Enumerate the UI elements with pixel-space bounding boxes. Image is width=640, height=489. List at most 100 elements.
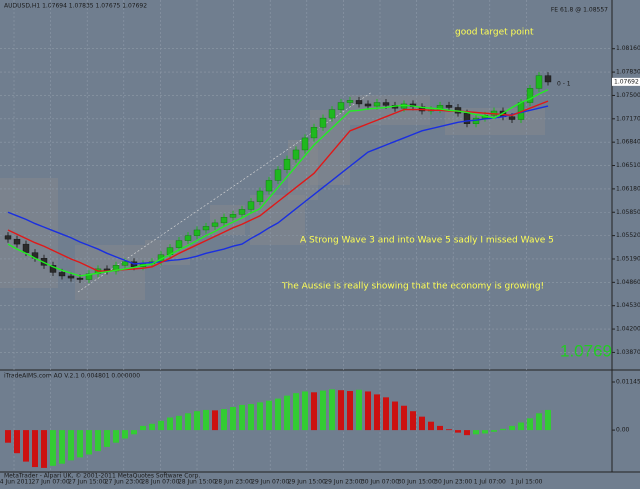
y-tick-label: 1.06840 <box>616 139 640 146</box>
candle-body <box>355 100 363 105</box>
ao-bar <box>347 391 353 431</box>
y-tick-label: 1.08160 <box>616 45 640 52</box>
candle-body <box>4 235 12 240</box>
ao-bar <box>77 430 83 458</box>
x-tick-label: 27 Jun 07:00 <box>32 479 70 486</box>
ao-bar <box>95 430 101 452</box>
ao-bar <box>383 397 389 431</box>
y-tick-label: 1.07830 <box>616 69 640 76</box>
annotation: A Strong Wave 3 and into Wave 5 sadly I … <box>300 236 554 246</box>
x-tick-label: 27 Jun 23:00 <box>105 479 143 486</box>
y-tick-label: 1.06180 <box>616 185 640 192</box>
x-tick-label: 29 Jun 23:00 <box>324 479 362 486</box>
y-tick-label: 1.05520 <box>616 232 640 239</box>
ao-bar <box>437 425 443 431</box>
x-tick-label: 28 Jun 15:00 <box>178 479 216 486</box>
candle-body <box>256 190 264 202</box>
fib-label: FE 61.8 @ 1.08557 <box>551 7 608 14</box>
fib-level: 0 - 1 <box>557 81 571 88</box>
candle-body <box>310 127 318 139</box>
y-tick-label: 0.00 <box>616 427 630 434</box>
candle-body <box>508 116 516 120</box>
candle-body <box>229 214 237 218</box>
ao-bar <box>230 406 236 431</box>
candle-body <box>265 180 273 192</box>
ao-bar <box>167 417 173 431</box>
y-tick-label: 0.011452 <box>616 379 640 386</box>
current-price: 1.07692 <box>614 78 639 85</box>
candle-body <box>445 105 453 108</box>
ao-bar <box>23 430 29 462</box>
footer: MetaTrader - Alpari UK, © 2001-2011 Meta… <box>4 473 200 480</box>
ao-bar <box>500 428 506 431</box>
candle-body <box>22 243 30 253</box>
candle-body <box>175 240 183 248</box>
candle-body <box>283 158 291 170</box>
x-tick-label: 27 Jun 15:00 <box>68 479 106 486</box>
candle-body <box>463 112 471 124</box>
y-tick-label: 1.06510 <box>616 162 640 169</box>
ao-bar <box>122 430 128 439</box>
ao-bar <box>32 430 38 468</box>
x-tick-label: 30 Jun 15:00 <box>398 479 436 486</box>
moving-average <box>7 105 549 265</box>
x-tick-label: 29 Jun 07:00 <box>251 479 289 486</box>
candle-body <box>382 102 390 106</box>
ao-bar <box>275 398 281 431</box>
y-tick-label: 1.05190 <box>616 255 640 262</box>
ao-bar <box>185 413 191 431</box>
ao-bar <box>365 391 371 431</box>
ao-bar <box>266 400 272 431</box>
ao-bar <box>473 430 479 435</box>
ao-bar <box>401 405 407 431</box>
candle-body <box>337 102 345 110</box>
ao-bar <box>518 422 524 431</box>
candle-body <box>535 75 543 89</box>
y-tick-label: 1.03870 <box>616 349 640 356</box>
candle-body <box>202 226 210 231</box>
candle-body <box>247 201 255 210</box>
candle-body <box>301 137 309 151</box>
ao-bar <box>419 416 425 431</box>
candle-body <box>49 265 57 273</box>
ao-bar <box>338 390 344 431</box>
candle-body <box>544 75 552 83</box>
x-tick-label: 29 Jun 15:00 <box>288 479 326 486</box>
ao-bar <box>203 409 209 431</box>
candle-body <box>76 277 84 280</box>
ao-bar <box>491 430 497 432</box>
y-tick-label: 1.04860 <box>616 279 640 286</box>
ao-bar <box>311 392 317 431</box>
ao-bar <box>239 404 245 431</box>
candle-body <box>184 235 192 241</box>
annotation: good target point <box>455 28 534 38</box>
ao-bar <box>158 420 164 431</box>
candle-body <box>292 149 300 160</box>
ao-bar <box>221 409 227 431</box>
ao-bar <box>113 430 119 443</box>
candle-body <box>373 102 381 107</box>
ao-bar <box>86 430 92 455</box>
candle-body <box>193 229 201 236</box>
x-tick-label: 24 Jun 2011 <box>0 479 32 486</box>
ao-bar <box>392 401 398 431</box>
ao-bar <box>374 394 380 431</box>
candle-body <box>67 275 75 279</box>
ao-bar <box>455 430 461 433</box>
candle-body <box>121 261 129 266</box>
ao-bar <box>248 404 254 431</box>
y-tick-label: 1.04200 <box>616 326 640 333</box>
ao-bar <box>284 395 290 431</box>
price-box <box>612 77 640 86</box>
ao-bar <box>41 430 47 468</box>
ao-bar <box>212 410 218 431</box>
ao-bar <box>59 430 65 464</box>
y-tick-label: 1.07170 <box>616 115 640 122</box>
ao-bar <box>68 430 74 461</box>
candle-body <box>238 209 246 215</box>
ao-bar <box>50 430 56 466</box>
x-tick-label: 1 Jul 07:00 <box>474 479 506 486</box>
ao-bar <box>536 413 542 431</box>
ao-bar <box>140 425 146 431</box>
